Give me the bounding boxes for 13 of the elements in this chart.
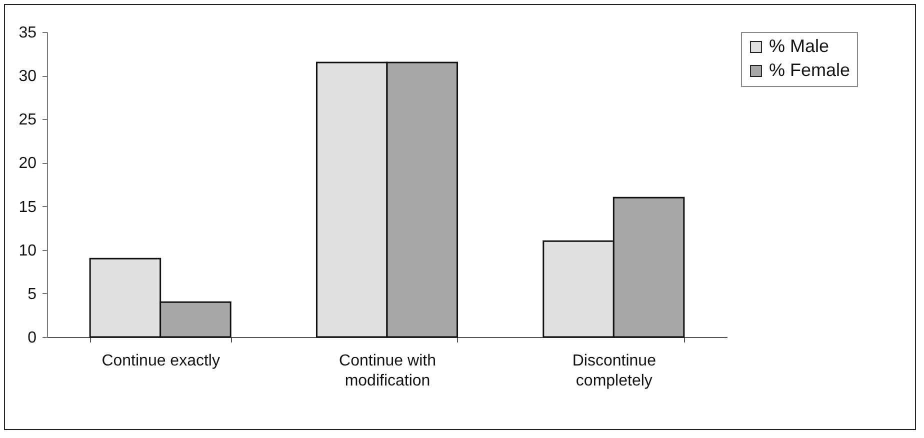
legend-label: % Male xyxy=(769,36,830,56)
y-tick-label: 25 xyxy=(18,112,37,129)
y-tick-label: 5 xyxy=(28,286,37,303)
y-tick-label: 10 xyxy=(18,242,37,260)
y-tick-label: 0 xyxy=(28,330,37,346)
y-tick-label: 30 xyxy=(18,68,37,86)
x-tick-label: Discontinue completely xyxy=(572,352,656,390)
y-tick-label: 15 xyxy=(18,198,37,216)
y-tick-label: 35 xyxy=(18,24,37,42)
x-tick-label: Continue with modification xyxy=(339,352,436,390)
x-tick-label: Continue exactly xyxy=(102,352,220,370)
y-tick-label: 20 xyxy=(18,155,37,172)
legend-label: % Female xyxy=(769,60,850,80)
